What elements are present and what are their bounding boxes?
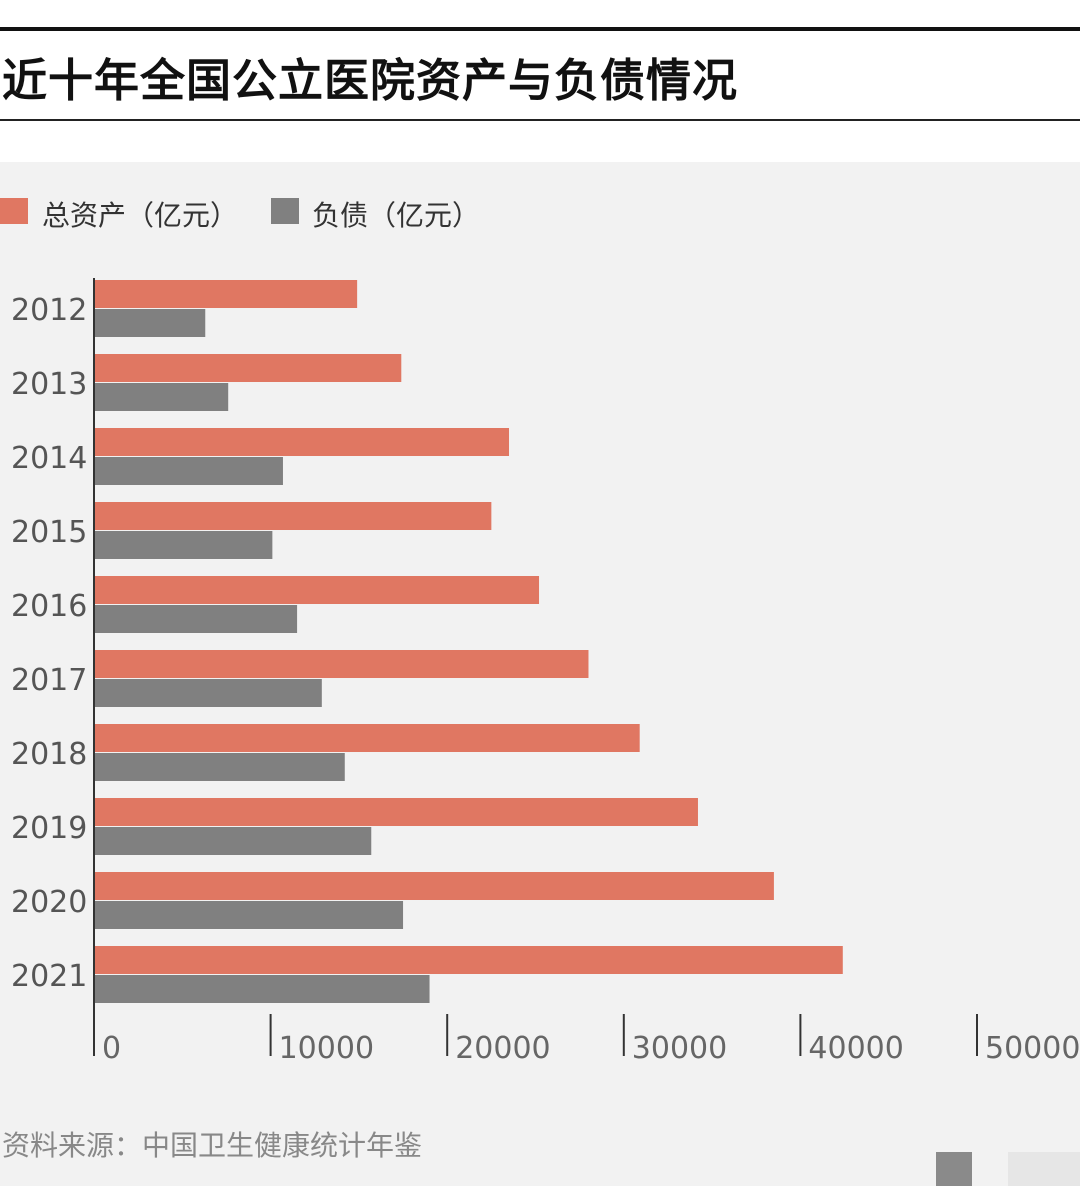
top-rule: [0, 27, 1080, 31]
legend-swatch-assets: [0, 198, 28, 224]
bar-debt-2019: [94, 827, 372, 855]
bar-debt-2017: [94, 679, 322, 707]
y-tick-label: 2020: [11, 885, 87, 920]
bar-debt-2016: [94, 605, 298, 633]
corner-block-light: [1008, 1152, 1080, 1186]
bar-debt-2014: [94, 457, 283, 485]
bar-assets-2018: [94, 724, 640, 752]
bar-assets-2016: [94, 576, 540, 604]
bar-debt-2012: [94, 309, 206, 337]
bar-assets-2013: [94, 354, 402, 382]
bar-debt-2015: [94, 531, 273, 559]
bar-debt-2018: [94, 753, 345, 781]
legend-label-assets: 总资产（亿元）: [42, 199, 239, 232]
y-tick-label: 2014: [11, 441, 87, 476]
bar-assets-2014: [94, 428, 510, 456]
bar-debt-2013: [94, 383, 229, 411]
bar-assets-2012: [94, 280, 358, 308]
bar-assets-2019: [94, 798, 698, 826]
bar-assets-2017: [94, 650, 589, 678]
x-tick-label: 10000: [279, 1031, 374, 1066]
x-tick-label: 40000: [808, 1031, 903, 1066]
title-rule: [0, 119, 1080, 121]
y-tick-label: 2017: [11, 663, 87, 698]
y-tick-label: 2012: [11, 293, 87, 328]
y-tick-label: 2021: [11, 959, 87, 994]
bar-debt-2021: [94, 975, 430, 1003]
chart-title: 近十年全国公立医院资产与负债情况: [2, 54, 739, 107]
y-tick-label: 2018: [11, 737, 87, 772]
bar-assets-2015: [94, 502, 492, 530]
y-tick-label: 2016: [11, 589, 87, 624]
corner-block: [936, 1152, 972, 1186]
x-tick-label: 0: [102, 1031, 121, 1066]
x-tick-label: 20000: [455, 1031, 550, 1066]
x-tick-label: 30000: [632, 1031, 727, 1066]
bar-assets-2021: [94, 946, 843, 974]
source-note: 资料来源：中国卫生健康统计年鉴: [2, 1129, 423, 1162]
y-tick-label: 2013: [11, 367, 87, 402]
bar-debt-2020: [94, 901, 404, 929]
y-tick-label: 2019: [11, 811, 87, 846]
legend-label-debt: 负债（亿元）: [312, 199, 481, 232]
bar-assets-2020: [94, 872, 774, 900]
y-tick-label: 2015: [11, 515, 87, 550]
x-tick-label: 50000: [985, 1031, 1080, 1066]
legend-swatch-debt: [271, 198, 299, 224]
